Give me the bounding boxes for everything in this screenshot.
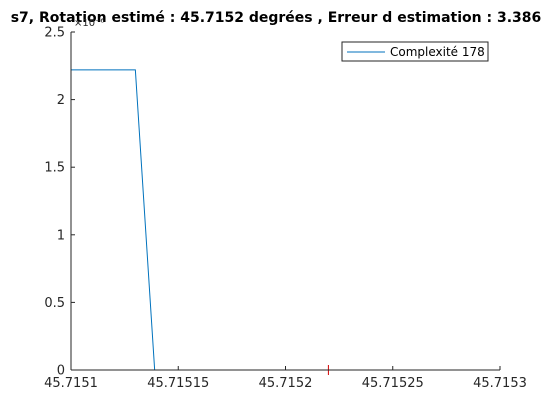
y-tick-label: 0 bbox=[57, 364, 65, 379]
x-tick-label: 45.7153 bbox=[473, 376, 527, 391]
y-tick-label: 1 bbox=[57, 228, 65, 243]
tick-layer: 45.7151 45.71515 45.7152 45.71525 45.7153 0 0.… bbox=[44, 26, 527, 392]
y-tick-label: 2.5 bbox=[44, 26, 65, 41]
legend-entry-label: Complexité 178 bbox=[390, 45, 485, 59]
legend: Complexité 178 bbox=[341, 41, 489, 62]
legend-box bbox=[341, 41, 489, 62]
y-tick-label: 1.5 bbox=[44, 161, 65, 176]
x-tick-label: 45.71515 bbox=[147, 376, 209, 391]
axes-background bbox=[71, 32, 500, 370]
y-tick-label: 2 bbox=[57, 93, 65, 108]
y-tick-label: 0.5 bbox=[44, 296, 65, 311]
y-exponent-label: ×10⁻⁶ bbox=[74, 18, 104, 29]
chart-title: s7, Rotation estimé : 45.7152 degrées , … bbox=[11, 10, 542, 26]
x-tick-label: 45.7152 bbox=[259, 376, 313, 391]
x-tick-label: 45.71525 bbox=[362, 376, 424, 391]
x-tick-label: 45.7151 bbox=[44, 376, 98, 391]
